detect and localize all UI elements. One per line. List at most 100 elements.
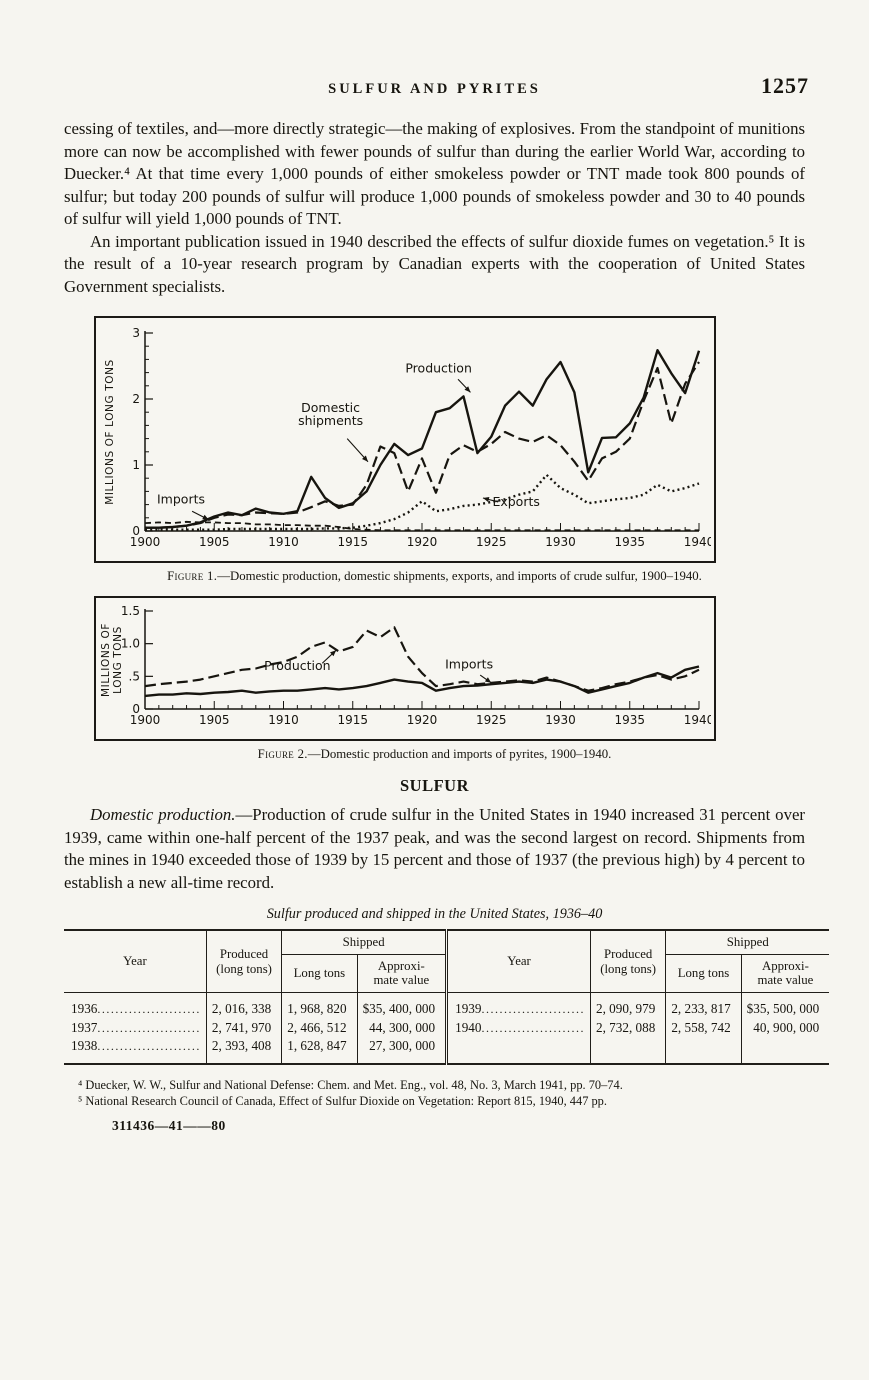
page-number: 1257 bbox=[761, 73, 809, 98]
figure2-caption: Figure 2.—Domestic production and import… bbox=[64, 747, 805, 762]
svg-text:shipments: shipments bbox=[298, 413, 363, 428]
value-cell: $35, 500, 000 bbox=[740, 992, 830, 1019]
value-cell: 2, 732, 088 bbox=[589, 1018, 666, 1038]
value-cell: $35, 400, 000 bbox=[356, 992, 447, 1019]
value-cell: 27, 300, 000 bbox=[356, 1037, 447, 1065]
col-header-produced-right: Produced (long tons) bbox=[589, 930, 666, 994]
svg-text:3: 3 bbox=[132, 326, 140, 340]
svg-text:Imports: Imports bbox=[157, 491, 205, 506]
col-header-shipped-left: Shipped bbox=[281, 930, 447, 955]
running-head: SULFUR AND PYRITES 1257 bbox=[64, 73, 808, 104]
figure1-box: 1900 1905 1910 1915 1920 1925 1930 1935 1940 0 1 2 3… bbox=[94, 316, 716, 563]
year-cell: 1938 bbox=[64, 1037, 206, 1064]
svg-text:1940: 1940 bbox=[684, 713, 711, 727]
value-cell: 1, 968, 820 bbox=[281, 992, 358, 1019]
paragraph-2: An important publication issued in 1940 … bbox=[64, 231, 805, 296]
value-cell: 2, 016, 338 bbox=[205, 992, 282, 1019]
print-signature: 311436—41——80 bbox=[112, 1118, 226, 1134]
document-page: SULFUR AND PYRITES 1257 cessing of texti… bbox=[0, 0, 869, 1134]
value-cell: 2, 466, 512 bbox=[281, 1018, 358, 1038]
sulfur-table-header: Year Produced (long tons) Shipped Year P… bbox=[64, 930, 830, 994]
svg-text:0: 0 bbox=[132, 702, 140, 716]
svg-text:1920: 1920 bbox=[407, 535, 438, 549]
svg-text:Production: Production bbox=[405, 361, 472, 376]
value-cell: 40, 900, 000 bbox=[740, 1018, 830, 1038]
svg-text:1925: 1925 bbox=[476, 535, 507, 549]
year-cell: 1937 bbox=[64, 1018, 206, 1037]
svg-text:1: 1 bbox=[132, 458, 140, 472]
table-title: Sulfur produced and shipped in the Unite… bbox=[266, 906, 603, 922]
value-cell bbox=[589, 1037, 666, 1065]
svg-text:1930: 1930 bbox=[545, 535, 576, 549]
value-cell: 2, 233, 817 bbox=[665, 992, 742, 1019]
col-header-shipped-right: Shipped bbox=[665, 930, 830, 955]
figure2-caption-text: —Domestic production and imports of pyri… bbox=[307, 747, 612, 761]
svg-text:1935: 1935 bbox=[614, 535, 645, 549]
section-heading-sulfur: SULFUR bbox=[399, 776, 469, 795]
svg-text:1930: 1930 bbox=[545, 713, 576, 727]
svg-text:Imports: Imports bbox=[445, 656, 493, 671]
col-header-value-right: Approxi- mate value bbox=[740, 954, 830, 994]
svg-text:1925: 1925 bbox=[476, 713, 507, 727]
paragraph-1: cessing of textiles, and—more directly s… bbox=[64, 119, 805, 228]
svg-text:1.5: 1.5 bbox=[121, 604, 140, 618]
value-cell bbox=[740, 1037, 830, 1065]
figure1-caption: Figure 1.—Domestic production, domestic … bbox=[64, 569, 805, 584]
figure1-caption-text: —Domestic production, domestic shipments… bbox=[217, 569, 702, 583]
year-cell bbox=[445, 1037, 591, 1065]
svg-text:Exports: Exports bbox=[492, 494, 539, 509]
figure2-box: 1900 1905 1910 1915 1920 1925 1930 1935 1940 0 .5 1… bbox=[94, 596, 716, 741]
col-header-value-left: Approxi- mate value bbox=[356, 954, 447, 994]
svg-text:Production: Production bbox=[264, 658, 331, 673]
value-cell: 1, 628, 847 bbox=[281, 1037, 358, 1065]
svg-text:1910: 1910 bbox=[268, 535, 299, 549]
value-cell bbox=[665, 1037, 742, 1065]
col-header-produced-left: Produced (long tons) bbox=[205, 930, 282, 994]
svg-text:1900: 1900 bbox=[130, 713, 161, 727]
figure1-chart: 1900 1905 1910 1915 1920 1925 1930 1935 1940 0 1 2 3… bbox=[104, 326, 714, 549]
col-header-longtons-left: Long tons bbox=[281, 954, 358, 994]
value-cell: 2, 558, 742 bbox=[665, 1018, 742, 1038]
svg-text:1915: 1915 bbox=[337, 535, 368, 549]
running-head-title: SULFUR AND PYRITES bbox=[328, 81, 541, 97]
footnotes: ⁴ Duecker, W. W., Sulfur and National De… bbox=[64, 1077, 805, 1109]
value-cell: 44, 300, 000 bbox=[356, 1018, 447, 1038]
paragraph-3-lead: Domestic production. bbox=[90, 805, 236, 824]
value-cell: 2, 741, 970 bbox=[205, 1018, 282, 1038]
svg-text:1935: 1935 bbox=[614, 713, 645, 727]
col-header-longtons-right: Long tons bbox=[665, 954, 742, 994]
footnote-4: ⁴ Duecker, W. W., Sulfur and National De… bbox=[78, 1078, 623, 1093]
svg-text:MILLIONS OF: MILLIONS OF bbox=[101, 623, 112, 697]
svg-text:1.0: 1.0 bbox=[121, 637, 140, 651]
paragraph-3-rest: —Production of crude sulfur in the Unite… bbox=[64, 805, 806, 892]
year-cell: 1936 bbox=[64, 993, 206, 1019]
year-cell: 1939 bbox=[445, 992, 591, 1019]
value-cell: 2, 393, 408 bbox=[205, 1037, 282, 1065]
sulfur-table: Year Produced (long tons) Shipped Year P… bbox=[64, 929, 830, 1066]
footnote-5: ⁵ National Research Council of Canada, E… bbox=[78, 1094, 607, 1109]
svg-text:2: 2 bbox=[132, 392, 140, 406]
col-header-year-right: Year bbox=[445, 930, 591, 994]
figure2-caption-label: Figure 2. bbox=[257, 747, 308, 761]
paragraph-3: Domestic production.—Production of crude… bbox=[64, 804, 805, 894]
svg-text:.5: .5 bbox=[129, 669, 140, 683]
svg-text:Domestic: Domestic bbox=[301, 400, 360, 415]
svg-text:LONG TONS: LONG TONS bbox=[112, 626, 124, 694]
figure1-caption-label: Figure 1. bbox=[167, 569, 218, 583]
col-header-year-left: Year bbox=[64, 930, 207, 994]
svg-text:1915: 1915 bbox=[337, 713, 368, 727]
svg-text:1900: 1900 bbox=[130, 535, 161, 549]
svg-text:1940: 1940 bbox=[684, 535, 711, 549]
svg-text:MILLIONS OF LONG TONS: MILLIONS OF LONG TONS bbox=[104, 359, 116, 505]
svg-text:0: 0 bbox=[132, 524, 140, 538]
svg-text:1905: 1905 bbox=[199, 713, 230, 727]
svg-text:1910: 1910 bbox=[268, 713, 299, 727]
year-cell: 1940 bbox=[445, 1018, 591, 1038]
svg-text:1905: 1905 bbox=[199, 535, 230, 549]
figure2-chart: 1900 1905 1910 1915 1920 1925 1930 1935 1940 0 .5 1… bbox=[100, 604, 714, 727]
value-cell: 2, 090, 979 bbox=[589, 992, 666, 1019]
